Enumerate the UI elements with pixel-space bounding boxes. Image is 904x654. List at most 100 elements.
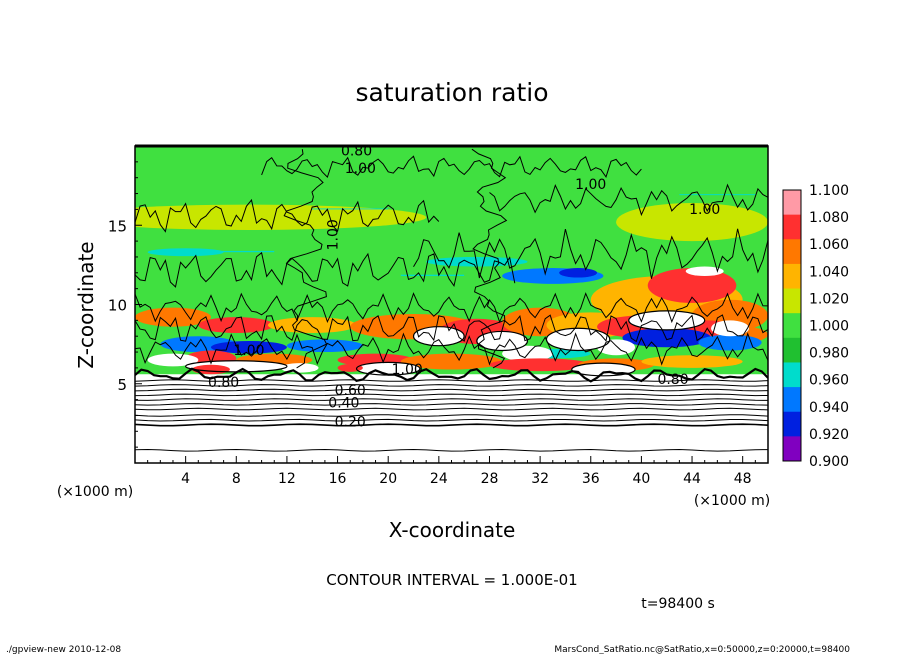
field-patch [597,339,636,356]
x-tick-label: 28 [481,471,499,487]
colorbar-label: 0.940 [809,400,849,416]
field-patch [628,310,705,330]
contour-label: 0.80 [208,375,239,391]
cyan-streak [679,194,756,196]
contour-label: 1.00 [689,202,720,218]
contour-label: 1.00 [575,177,606,193]
contour-lines [135,148,768,452]
time-label: t=98400 s [641,596,715,612]
field-patch [489,358,591,372]
contour-loop [545,327,611,352]
colorbar-segment [783,288,801,314]
colorbar-label: 1.040 [809,264,849,280]
contour-line-base [135,367,768,383]
contour-label: 0.80 [341,144,372,160]
contour-label: 1.00 [345,161,376,177]
contour-label: 0.40 [328,396,359,412]
colorbar: 1.100 1.080 1.060 1.040 1.020 1.000 0.980 0.960… [782,183,849,470]
contour-label: 1.00 [326,219,342,250]
colorbar-label: 1.000 [809,319,849,335]
x-tick-label: 24 [430,471,448,487]
x-tick-label: 12 [278,471,296,487]
colorbar-label: 0.960 [809,373,849,389]
x-tick-label: 48 [734,471,752,487]
contour-interval-text: CONTOUR INTERVAL = 1.000E-01 [326,571,577,589]
colorbar-frame [782,189,802,462]
colorbar-label: 1.020 [809,291,849,307]
contour-line [135,418,768,422]
field-patch [413,326,465,346]
plot-area [135,146,768,463]
contour-line [135,388,768,392]
x-axis-label: X-coordinate [389,518,516,542]
contour-line-jagged [135,314,768,343]
x-unit-right: (×1000 m) [694,493,770,509]
contour-line-jagged [413,228,768,279]
contour-line-jagged [489,183,768,217]
x-tick-label: 36 [582,471,600,487]
x-axis: 4 8 12 16 20 24 28 32 36 40 44 48 [147,456,756,487]
contour-line [135,423,768,427]
chart-title: saturation ratio [355,78,548,107]
contour-loop [628,310,706,331]
colorbar-segment [783,337,801,363]
x-unit-left: (×1000 m) [57,484,133,500]
contour-loop [571,362,636,377]
field-patch [210,340,287,354]
field-patch [559,268,598,278]
x-tick-label: 8 [232,471,241,487]
colorbar-label: 1.060 [809,237,849,253]
field-patch [267,317,357,334]
colorbar-segment [783,436,801,462]
colorbar-segment [783,313,801,339]
y-axis-label: Z-coordinate [74,241,98,368]
field-patch [198,317,275,334]
y-tick-label: 15 [108,217,127,235]
colorbar-label: 0.900 [809,454,849,470]
field-patch [135,307,211,327]
contour-line-jagged [135,198,440,233]
x-tick-label: 44 [683,471,701,487]
cyan-streak [312,208,389,210]
contour-line-vertical [471,148,508,369]
contour-label: 0.80 [657,372,688,388]
y-tick-label: 10 [108,297,127,315]
contour-loop [412,326,465,347]
y-tick-label: 5 [117,376,127,394]
x-tick-label: 16 [329,471,347,487]
cyan-streak [172,250,275,253]
y-axis: 5 10 15 [108,161,142,448]
contour-loop [476,330,529,352]
field-patch [641,355,743,368]
contour-line-jagged [135,251,516,288]
field-patch [400,353,503,370]
contour-line [135,448,768,452]
field-patch [280,363,319,373]
contour-line-jagged [135,332,768,366]
contour-labels: 0.801.001.001.001.001.001.000.80 0.800.60… [208,144,720,431]
field-patch [616,203,768,242]
contour-line [135,398,768,401]
contour-line-jagged [261,155,642,179]
colorbar-segment [783,387,801,413]
field-patch [147,353,199,367]
field-patch [685,266,724,276]
contour-line [135,384,768,387]
colorbar-label: 0.920 [809,427,849,443]
x-tick-label: 20 [379,471,397,487]
colorbar-label: 0.980 [809,346,849,362]
contour-label: 1.00 [233,343,264,359]
colorbar-segment [783,190,801,216]
contour-line [135,407,768,411]
contour-line [135,403,768,406]
contour-loop [185,360,288,373]
contour-label: 1.00 [392,362,423,378]
colorbar-segment [783,239,801,265]
contour-line [135,393,768,397]
field-patch [711,320,750,337]
x-tick-label: 40 [632,471,650,487]
contour-line [135,414,768,417]
x-tick-label: 32 [531,471,549,487]
footer-right: MarsCond_SatRatio.nc@SatRatio,x=0:50000,… [554,645,850,654]
cyan-streak [400,274,465,276]
